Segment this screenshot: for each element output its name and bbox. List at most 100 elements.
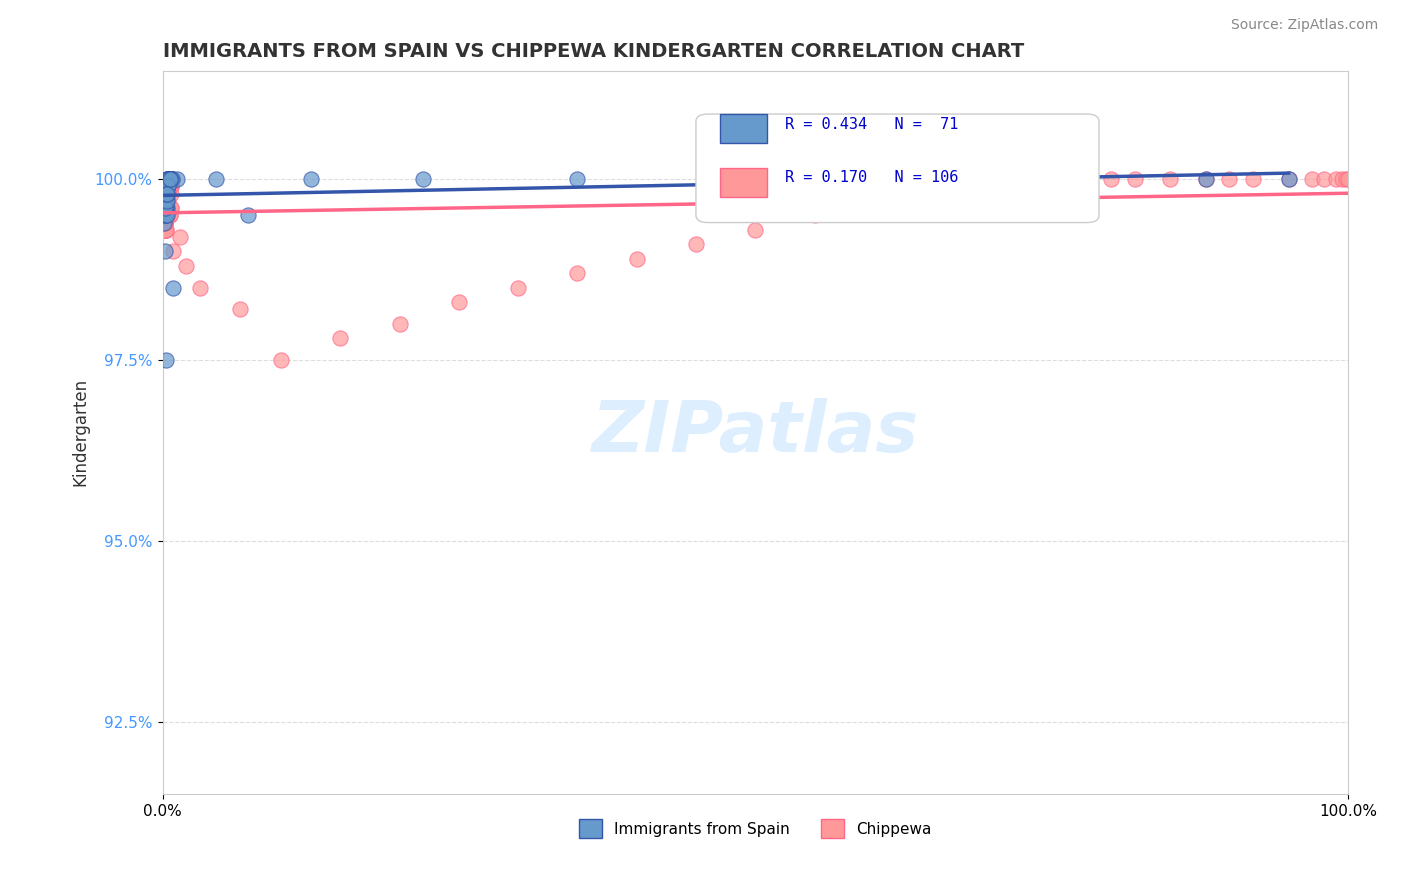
Point [1195, 172, 1218, 186]
Point [159, 179, 181, 194]
Point [157, 186, 180, 201]
Point [981, 186, 1004, 201]
Point [157, 201, 180, 215]
Point [153, 179, 176, 194]
Point [156, 179, 179, 194]
Point [160, 172, 183, 186]
Point [160, 172, 183, 186]
Point [156, 208, 179, 222]
Point [153, 208, 176, 222]
Point [155, 186, 177, 201]
Point [152, 208, 174, 222]
Point [156, 208, 179, 222]
Point [159, 172, 181, 186]
Point [159, 179, 181, 194]
Point [155, 201, 177, 215]
Point [155, 201, 177, 215]
Point [153, 186, 176, 201]
Point [155, 223, 177, 237]
Point [153, 194, 176, 208]
Point [162, 244, 184, 259]
Text: R = 0.170   N = 106: R = 0.170 N = 106 [785, 170, 959, 186]
Point [155, 201, 177, 215]
Point [153, 216, 176, 230]
Point [159, 179, 181, 194]
Point [156, 208, 179, 222]
Point [153, 194, 176, 208]
Point [159, 172, 181, 186]
Point [1278, 172, 1301, 186]
Point [155, 201, 177, 215]
Point [720, 172, 742, 186]
Point [155, 194, 177, 208]
FancyBboxPatch shape [696, 114, 1099, 223]
Point [155, 186, 177, 201]
Point [160, 172, 183, 186]
Point [1330, 172, 1353, 186]
Point [922, 194, 945, 208]
Point [1195, 172, 1218, 186]
Point [159, 201, 181, 215]
Point [156, 194, 179, 208]
Point [160, 172, 183, 186]
Point [155, 186, 177, 201]
Point [159, 172, 181, 186]
Point [567, 266, 589, 280]
Text: ZIPatlas: ZIPatlas [592, 398, 920, 467]
Point [685, 237, 707, 252]
Point [159, 201, 181, 215]
Point [153, 179, 176, 194]
Point [159, 179, 181, 194]
Point [155, 194, 177, 208]
Point [162, 280, 184, 294]
Legend: Immigrants from Spain, Chippewa: Immigrants from Spain, Chippewa [574, 814, 938, 844]
Point [155, 223, 177, 237]
FancyBboxPatch shape [720, 114, 768, 143]
Point [159, 172, 181, 186]
Point [153, 216, 176, 230]
Point [155, 201, 177, 215]
Point [156, 208, 179, 222]
Point [299, 172, 322, 186]
Point [153, 208, 176, 222]
Point [190, 280, 212, 294]
Point [155, 201, 177, 215]
Point [157, 172, 180, 186]
Point [156, 172, 179, 186]
Point [157, 172, 180, 186]
Point [159, 172, 181, 186]
Point [157, 179, 180, 194]
Point [152, 216, 174, 230]
Point [156, 208, 179, 222]
Point [155, 186, 177, 201]
Point [155, 194, 177, 208]
Point [153, 216, 176, 230]
Point [159, 208, 181, 222]
Point [329, 331, 352, 345]
Point [205, 172, 228, 186]
Point [236, 208, 259, 222]
Point [803, 208, 825, 222]
Point [160, 172, 183, 186]
Point [744, 223, 766, 237]
Point [153, 244, 176, 259]
Point [156, 172, 179, 186]
Point [166, 172, 188, 186]
Point [1218, 172, 1240, 186]
Point [159, 179, 181, 194]
Point [157, 172, 180, 186]
FancyBboxPatch shape [720, 169, 768, 197]
Point [155, 194, 177, 208]
Point [447, 295, 470, 310]
Point [159, 172, 181, 186]
Point [156, 179, 179, 194]
Point [1337, 172, 1360, 186]
Point [155, 194, 177, 208]
Point [159, 172, 181, 186]
Point [156, 172, 179, 186]
Point [160, 172, 183, 186]
Point [156, 201, 179, 215]
Point [157, 186, 180, 201]
Point [157, 186, 180, 201]
Point [155, 194, 177, 208]
